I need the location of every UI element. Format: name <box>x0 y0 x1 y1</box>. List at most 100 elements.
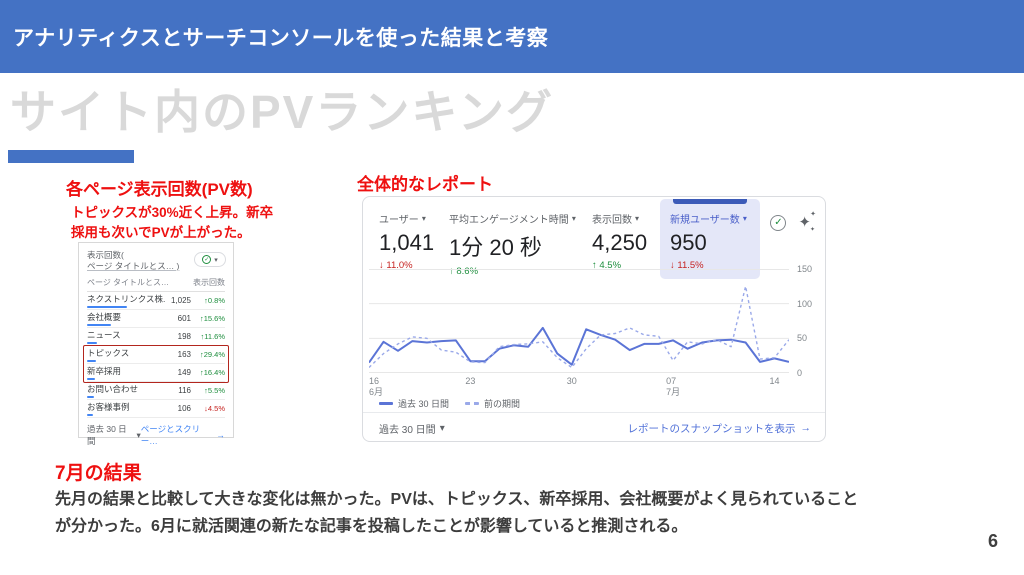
insights-sparkle-icon[interactable]: ✦ ✦ ✦ <box>798 211 816 233</box>
summary-line1: 先月の結果と比較して大きな変化は無かった。PVは、トピックス、新卒採用、会社概要… <box>55 491 859 508</box>
page-title-label: トピックス <box>87 348 130 359</box>
page-title-cell: ニュース <box>87 329 165 345</box>
table-row: トピックス 163 ↑29.4% <box>87 346 225 365</box>
mini-bar <box>87 360 96 363</box>
table-row: お客様事例 106 ↓4.5% <box>87 400 225 419</box>
slide-header-title: アナリティクスとサーチコンソールを使った結果と考察 <box>13 26 549 50</box>
x-tick-label: 30 <box>567 376 577 387</box>
mini-bar <box>87 324 111 327</box>
views-value: 149 <box>177 368 191 378</box>
views-value: 163 <box>177 350 191 360</box>
pv-date-range-selector[interactable]: 過去 30 日間 ▾ <box>87 424 141 447</box>
page-title-cell: 新卒採用 <box>87 365 165 381</box>
table-row: ニュース 198 ↑11.6% <box>87 328 225 347</box>
x-tick-day: 30 <box>566 376 577 386</box>
card-action-icons: ✓ ✦ ✦ ✦ <box>770 211 816 233</box>
page-title-label: 新卒採用 <box>87 366 122 377</box>
report-date-range-selector[interactable]: 過去 30 日間 ▾ <box>379 422 445 436</box>
page-title-label: お問い合わせ <box>87 384 139 395</box>
arrow-right-icon: → <box>800 422 812 434</box>
metric-delta: ↑ 8.6% <box>449 266 479 277</box>
page-title-label: 会社概要 <box>87 312 122 323</box>
mini-bar <box>87 414 93 417</box>
metric-value: 4,250 <box>592 230 648 255</box>
summary-line2: が分かった。6月に就活関連の新たな記事を投稿したことが影響していると推測される。 <box>55 518 688 536</box>
card-divider <box>363 412 825 413</box>
views-delta: ↑29.4% <box>199 350 225 360</box>
metric-0[interactable]: ユーザー ▾ 1,041 ↓ 11.0% <box>379 199 449 279</box>
pv-section-heading: 各ページ表示回数(PV数) <box>66 180 253 199</box>
page-title-label: お客様事例 <box>87 402 130 413</box>
x-tick-day: 14 <box>769 376 780 386</box>
page-title-cell: お客様事例 <box>87 401 165 417</box>
metric-delta: ↑ 4.5% <box>592 260 622 271</box>
metric-label: 新規ユーザー数 ▾ <box>670 211 750 226</box>
x-tick-day: 16 <box>369 376 380 386</box>
views-value: 116 <box>178 386 191 396</box>
slide-header-bar: アナリティクスとサーチコンソールを使った結果と考察 <box>0 0 1024 73</box>
title-accent-bar <box>8 150 134 163</box>
mini-bar <box>87 378 95 381</box>
views-value: 106 <box>177 404 191 414</box>
x-tick-month: 6月 <box>369 386 384 397</box>
views-delta: ↑16.4% <box>199 368 225 378</box>
chevron-down-icon: ▾ <box>635 214 640 223</box>
x-tick-label: 16 6月 <box>369 376 383 398</box>
arrow-right-icon: → <box>216 430 226 441</box>
metric-label-text: 平均エンゲージメント時間 <box>449 215 569 226</box>
column-header-views: 表示回数 <box>193 278 225 288</box>
y-tick-label: 150 <box>797 264 813 274</box>
chart-legend: 過去 30 日間 前の期間 <box>379 397 520 410</box>
pv-section-note: トピックスが30%近く上昇。新卒 採用も次いでPVが上がった。 <box>71 203 273 242</box>
metric-2[interactable]: 表示回数 ▾ 4,250 ↑ 4.5% <box>592 199 660 279</box>
metric-label: 平均エンゲージメント時間 ▾ <box>449 211 586 226</box>
views-delta: ↓4.5% <box>204 404 225 414</box>
metric-delta: ↓ 11.0% <box>379 260 413 271</box>
chevron-down-icon: ▾ <box>214 256 218 264</box>
pages-and-screens-link[interactable]: ページとスクリー… → <box>140 424 226 447</box>
page-title-cell: お問い合わせ <box>87 383 165 399</box>
metric-label-text: 新規ユーザー数 <box>670 215 740 226</box>
chevron-down-icon: ▾ <box>439 422 445 434</box>
page-title-label: ネクストリンクス株.. <box>87 294 165 305</box>
table-row: 新卒採用 149 ↑16.4% <box>87 364 225 383</box>
mini-bar <box>87 306 127 309</box>
metric-checked-dropdown[interactable]: ✓ ▾ <box>194 252 226 267</box>
views-delta: ↑0.8% <box>204 296 225 306</box>
analytics-report-card: ユーザー ▾ 1,041 ↓ 11.0% 平均エンゲージメント時間 ▾ 1分 20 秒 ↑ 8… <box>362 196 826 442</box>
legend-swatch-solid <box>379 402 393 405</box>
x-tick-label: 23 <box>465 376 475 387</box>
metric-delta: ↓ 11.5% <box>670 260 704 271</box>
chevron-down-icon: ▾ <box>136 429 141 440</box>
check-circle-icon[interactable]: ✓ <box>770 214 787 231</box>
views-delta: ↑5.5% <box>204 386 225 396</box>
metric-label: ユーザー ▾ <box>379 211 443 226</box>
chevron-down-icon: ▾ <box>571 214 576 223</box>
metrics-row: ユーザー ▾ 1,041 ↓ 11.0% 平均エンゲージメント時間 ▾ 1分 20 秒 ↑ 8… <box>379 199 760 279</box>
metric-1[interactable]: 平均エンゲージメント時間 ▾ 1分 20 秒 ↑ 8.6% <box>449 199 592 279</box>
views-value: 1,025 <box>170 296 191 306</box>
report-card-footer: 過去 30 日間 ▾ レポートのスナップショットを表示 → <box>379 418 811 438</box>
x-tick-day: 07 <box>666 376 677 386</box>
y-axis-labels: 0 50 100 150 <box>797 264 823 378</box>
metric-label-text: 表示回数 <box>592 215 632 226</box>
report-snapshot-link[interactable]: レポートのスナップショットを表示 → <box>627 422 812 435</box>
x-tick-label: 07 7月 <box>666 376 680 398</box>
views-delta: ↑15.6% <box>199 314 225 324</box>
pv-table-title: 表示回数( ページ タイトルとス… ) <box>87 250 180 272</box>
line-chart <box>368 269 790 373</box>
page-title-cell: ネクストリンクス株.. <box>87 293 165 309</box>
x-tick-day: 23 <box>465 376 476 386</box>
pv-note-line2: 採用も次いでPVが上がった。 <box>71 224 251 240</box>
views-delta: ↑11.6% <box>200 332 225 342</box>
legend-item: 過去 30 日間 <box>379 397 449 410</box>
legend-item: 前の期間 <box>465 397 520 410</box>
chart-line-previous <box>368 285 790 369</box>
views-value: 198 <box>177 332 191 342</box>
metric-selected[interactable]: 新規ユーザー数 ▾ 950 ↓ 11.5% <box>660 199 760 279</box>
metric-value: 950 <box>670 230 707 255</box>
pv-table-dimension-link[interactable]: ページ タイトルとス… ) <box>87 261 180 272</box>
summary-body: 先月の結果と比較して大きな変化は無かった。PVは、トピックス、新卒採用、会社概要… <box>55 486 965 540</box>
chevron-down-icon: ▾ <box>421 214 426 223</box>
